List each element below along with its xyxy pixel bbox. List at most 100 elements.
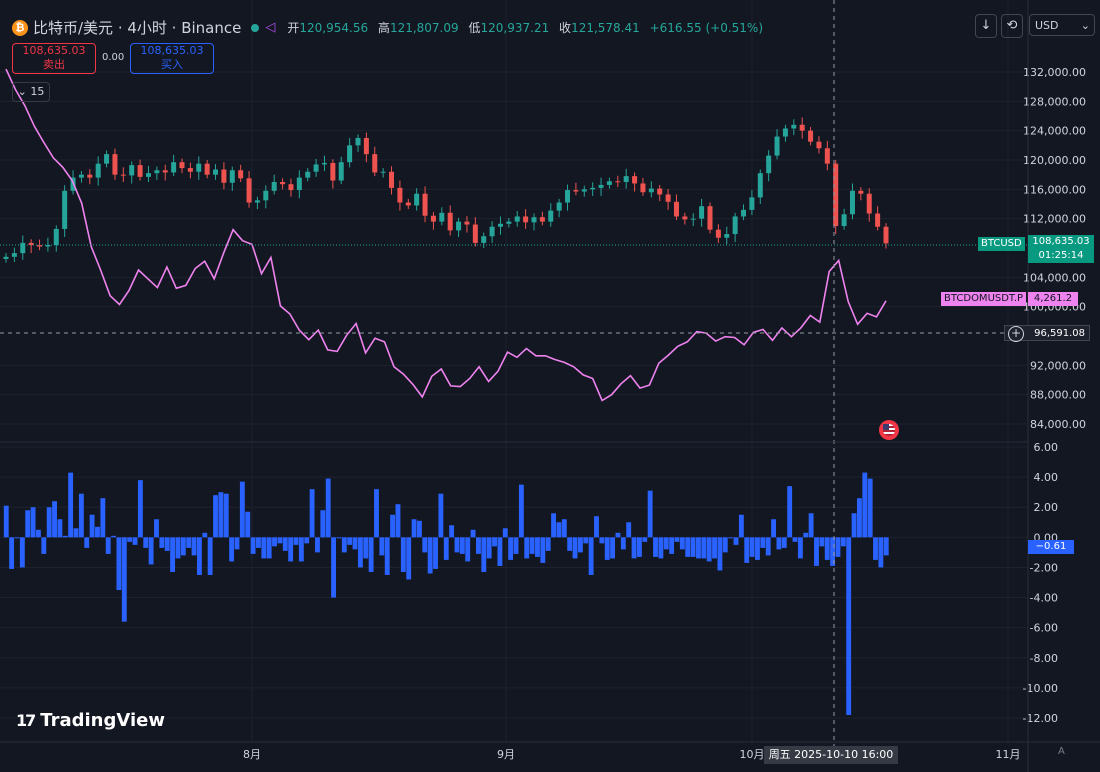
histogram-bar [347, 537, 353, 545]
histogram-bar [400, 537, 406, 572]
candle-body [137, 165, 143, 177]
histogram-bar [9, 537, 15, 569]
osc-axis-label: -6.00 [1030, 622, 1058, 635]
candle-body [263, 190, 269, 201]
histogram-bar [470, 529, 476, 538]
refresh-button[interactable]: ⟲ [1001, 14, 1023, 38]
histogram-bar [620, 537, 626, 550]
histogram-bar [781, 537, 787, 548]
candle-body [565, 190, 571, 203]
histogram-bar [427, 537, 433, 574]
candle-body [162, 170, 168, 173]
candle-body [665, 194, 671, 202]
histogram-bar [422, 537, 428, 553]
add-alert-plus-icon[interactable]: + [1008, 326, 1024, 342]
histogram-bar [309, 489, 315, 538]
candle-body [849, 190, 855, 215]
candle-body [254, 200, 260, 203]
histogram-bar [701, 537, 707, 559]
auto-scale-button[interactable]: A [1058, 746, 1065, 757]
histogram-bar [873, 537, 878, 560]
spread-value: 0.00 [102, 52, 125, 63]
quantity-selector[interactable]: ⌄ 15 [12, 82, 50, 102]
tradingview-logo[interactable]: 17 TradingView [16, 710, 165, 731]
histogram-bar [218, 492, 224, 538]
candle-body [606, 181, 612, 185]
candle-body [472, 224, 478, 243]
currency-select[interactable]: USD ⌄ [1029, 14, 1095, 36]
candle-body [405, 202, 411, 206]
histogram-bar [438, 493, 444, 538]
histogram-bar [824, 537, 830, 560]
histogram-bar [776, 537, 782, 550]
candle-body [824, 148, 830, 164]
histogram-bar [234, 537, 240, 550]
osc-axis-label: -10.00 [1023, 682, 1058, 695]
candle-body [531, 217, 537, 223]
histogram-bar [170, 537, 176, 572]
histogram-bar [411, 519, 417, 538]
histogram-bar [867, 478, 873, 538]
candle-body [456, 221, 462, 231]
histogram-bar [213, 495, 218, 538]
histogram-bar [728, 537, 734, 539]
histogram-bar [631, 537, 637, 559]
dominance-line [5, 68, 887, 402]
histogram-bar [749, 537, 755, 557]
histogram-bar [459, 537, 465, 554]
histogram-bar [738, 514, 744, 538]
candle-body [246, 178, 252, 203]
histogram-bar [883, 537, 889, 556]
sell-button[interactable]: 108,635.03 卖出 [12, 43, 96, 74]
candle-body [104, 154, 110, 164]
histogram-bar [706, 537, 712, 562]
candle-body [355, 138, 361, 146]
histogram-bar [52, 501, 57, 538]
compare-icon[interactable]: ◁ [265, 20, 276, 35]
histogram-bar [154, 519, 159, 538]
us-flag-event-icon[interactable] [879, 420, 899, 440]
candle-body [707, 206, 713, 230]
histogram-bar [25, 510, 31, 538]
histogram-bar [679, 537, 685, 550]
buy-button[interactable]: 108,635.03 买入 [130, 43, 214, 74]
candle-body [414, 193, 420, 206]
histogram-bar [814, 537, 819, 566]
dominance-series-tag: BTCDOMUSDT.P [941, 292, 1027, 306]
candle-body [548, 210, 554, 222]
candle-body [816, 141, 822, 149]
candle-body [28, 242, 34, 246]
candle-body [305, 171, 311, 178]
candle-body [774, 136, 780, 156]
price-axis-label: 84,000.00 [1030, 418, 1086, 431]
histogram-bar [336, 537, 342, 539]
histogram-bar [196, 537, 202, 575]
price-axis-label: 88,000.00 [1030, 389, 1086, 402]
histogram-bar [277, 537, 283, 544]
histogram-bar [722, 537, 728, 553]
crosshair-time-label: 周五 2025-10-10 16:00 [764, 746, 898, 764]
histogram-bar [95, 526, 100, 538]
download-button[interactable]: ↓ [975, 14, 997, 38]
histogram-bar [787, 486, 793, 538]
histogram-bar [572, 537, 578, 559]
candle-body [112, 154, 118, 175]
time-axis-label: 9月 [497, 748, 515, 761]
histogram-bar [846, 537, 852, 715]
symbol-legend[interactable]: ₿ 比特币/美元 · 4小时 · Binance ◁ 开120,954.56 高… [12, 17, 769, 38]
candle-body [757, 173, 763, 198]
histogram-bar [636, 537, 642, 557]
histogram-bar [567, 537, 573, 551]
histogram-bar [851, 513, 857, 538]
histogram-bar [712, 537, 717, 559]
candle-body [37, 245, 43, 247]
osc-axis-label: 4.00 [1034, 471, 1059, 484]
candle-body [372, 154, 378, 173]
candle-body [481, 236, 487, 243]
histogram-bar [14, 537, 20, 539]
candle-body [875, 213, 881, 227]
histogram-bar [551, 513, 556, 538]
symbol-title[interactable]: 比特币/美元 · 4小时 · Binance [33, 19, 242, 37]
histogram-bar [148, 537, 154, 565]
